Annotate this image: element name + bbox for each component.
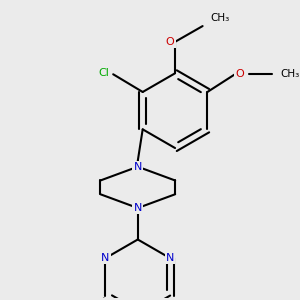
Text: N: N xyxy=(134,203,142,213)
Text: N: N xyxy=(134,162,142,172)
Text: O: O xyxy=(166,37,175,47)
Text: CH₃: CH₃ xyxy=(280,69,300,79)
Text: Cl: Cl xyxy=(98,68,109,78)
Text: CH₃: CH₃ xyxy=(211,13,230,23)
Text: N: N xyxy=(166,253,174,263)
Text: N: N xyxy=(101,253,110,263)
Text: O: O xyxy=(236,69,244,79)
